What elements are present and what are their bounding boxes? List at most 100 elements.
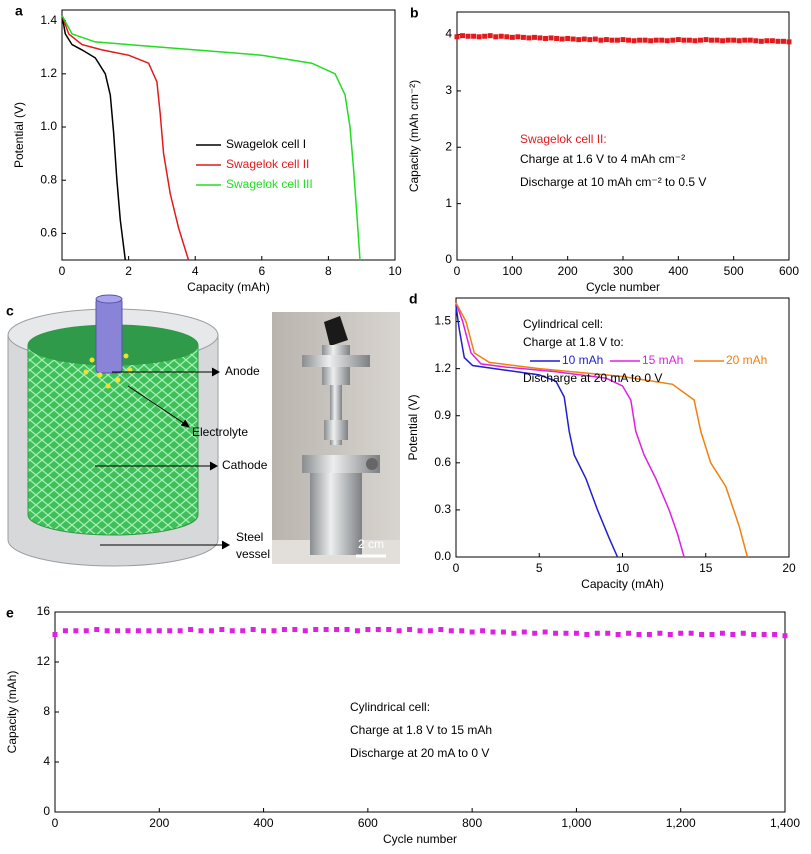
data-point xyxy=(646,632,652,637)
data-point xyxy=(509,34,515,40)
y-tick-label: 2 xyxy=(445,139,452,153)
x-tick-label: 200 xyxy=(558,264,578,278)
line-series xyxy=(455,302,749,558)
clamp xyxy=(302,455,380,473)
y-axis-label: Potential (V) xyxy=(406,394,420,460)
annotation: Swagelok cell II: xyxy=(520,132,607,146)
y-axis-label: Capacity (mAh cm⁻²) xyxy=(407,80,421,192)
anode-top xyxy=(95,294,123,304)
data-point xyxy=(427,628,433,634)
data-point xyxy=(156,628,162,634)
data-point xyxy=(688,630,694,636)
line-series xyxy=(455,302,685,558)
data-point xyxy=(678,630,684,636)
y-tick-label: 4 xyxy=(445,27,452,41)
data-point xyxy=(465,33,471,39)
data-point xyxy=(281,627,287,632)
data-point xyxy=(526,35,532,41)
data-point xyxy=(542,629,548,635)
data-point xyxy=(775,38,781,44)
data-point xyxy=(709,632,715,637)
y-tick-label: 0.6 xyxy=(40,226,57,240)
legend-label: 20 mAh xyxy=(726,353,767,367)
data-point xyxy=(731,37,737,43)
data-point xyxy=(664,38,670,44)
data-point xyxy=(115,628,121,634)
y-tick-label: 0.6 xyxy=(434,455,451,469)
y-tick-label: 12 xyxy=(37,654,51,668)
data-point xyxy=(521,629,527,635)
data-point xyxy=(605,630,611,636)
data-point xyxy=(637,37,643,43)
data-point xyxy=(454,34,460,40)
data-point xyxy=(614,37,620,43)
x-axis-label: Cycle number xyxy=(383,832,457,846)
data-point xyxy=(365,627,371,632)
data-point xyxy=(581,36,587,42)
data-point xyxy=(438,627,444,632)
annotation: Cylindrical cell: xyxy=(350,700,430,714)
data-point xyxy=(742,37,748,43)
x-tick-label: 0 xyxy=(453,561,460,575)
panel-label: c xyxy=(6,303,14,319)
data-point xyxy=(471,33,477,39)
data-point xyxy=(554,35,560,41)
data-point xyxy=(543,35,549,41)
x-axis-label: Capacity (mAh) xyxy=(187,280,270,294)
cathode-mesh xyxy=(27,345,199,536)
data-point xyxy=(94,627,100,632)
line-series xyxy=(455,305,619,558)
x-tick-label: 400 xyxy=(668,264,688,278)
y-tick-label: 1.2 xyxy=(40,66,57,80)
data-point xyxy=(730,632,736,637)
data-point xyxy=(354,628,360,634)
data-point xyxy=(626,630,632,636)
data-point xyxy=(386,627,392,632)
data-point xyxy=(764,38,770,44)
data-point xyxy=(584,632,590,637)
legend-label: Swagelok cell III xyxy=(226,177,313,191)
data-point xyxy=(532,630,538,636)
diagram-label: Steel xyxy=(236,530,263,544)
data-point xyxy=(626,37,632,43)
data-point xyxy=(657,630,663,636)
x-axis-label: Cycle number xyxy=(586,280,660,294)
fitting xyxy=(324,420,348,440)
data-point xyxy=(714,37,720,43)
data-point xyxy=(460,33,466,39)
data-point xyxy=(504,34,510,40)
data-point xyxy=(177,628,183,634)
cell-schematic: Anode Electrolyte Cathode Steel vessel xyxy=(7,294,270,567)
data-point xyxy=(448,628,454,634)
data-point xyxy=(261,628,267,634)
data-point xyxy=(786,39,792,45)
data-point xyxy=(292,627,298,632)
data-point xyxy=(62,628,68,634)
annotation: Discharge at 10 mAh cm⁻² to 0.5 V xyxy=(520,175,706,189)
annotation: Discharge at 20 mA to 0 V xyxy=(350,746,489,760)
x-tick-label: 8 xyxy=(325,264,332,278)
panel-label: e xyxy=(6,605,14,621)
data-point xyxy=(476,34,482,40)
data-point xyxy=(511,630,517,636)
y-tick-label: 0.3 xyxy=(434,502,451,516)
diagram-label: Electrolyte xyxy=(192,425,248,439)
data-point xyxy=(573,630,579,636)
data-point xyxy=(667,632,673,637)
data-point xyxy=(469,629,475,635)
data-point xyxy=(697,37,703,43)
data-point xyxy=(125,628,131,634)
data-point xyxy=(592,36,598,42)
valve-arms xyxy=(302,355,370,367)
y-tick-label: 3 xyxy=(445,83,452,97)
data-point xyxy=(603,37,609,43)
annotation: Charge at 1.8 V to: xyxy=(523,335,624,349)
data-point xyxy=(594,630,600,636)
data-point xyxy=(703,37,709,43)
data-point xyxy=(498,33,504,39)
data-point xyxy=(417,628,423,634)
x-tick-label: 20 xyxy=(782,561,796,575)
vessel-photo xyxy=(310,473,362,555)
data-point xyxy=(323,627,329,632)
data-point xyxy=(559,36,565,42)
